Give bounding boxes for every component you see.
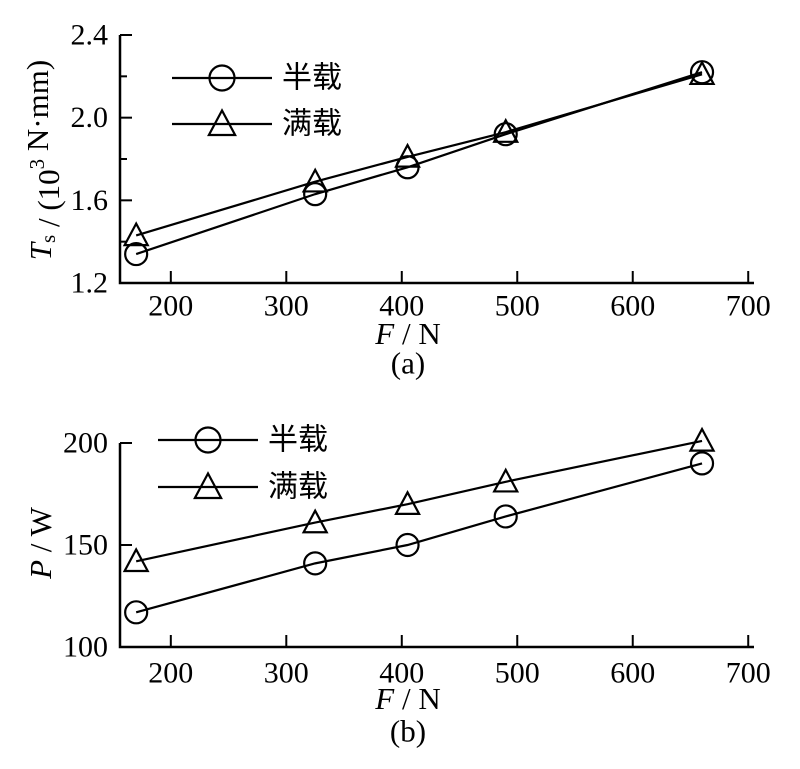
y-axis-tick-label: 100 — [63, 631, 108, 664]
y-axis-label: P / W — [23, 506, 58, 579]
panel-label: (b) — [390, 714, 426, 749]
legend-label: 满载 — [282, 108, 342, 141]
data-point-circle-marker — [493, 504, 518, 529]
data-point-triangle-marker — [301, 508, 329, 534]
legend-triangle-marker — [207, 108, 237, 137]
x-axis-tick-label: 400 — [379, 290, 424, 323]
x-axis-tick-label: 200 — [148, 657, 193, 690]
x-axis-tick-label: 400 — [379, 657, 424, 690]
legend-circle-marker — [194, 426, 222, 454]
data-point-triangle-marker — [492, 467, 520, 493]
legend-label: 半载 — [268, 424, 328, 457]
data-point-circle-marker — [124, 600, 149, 625]
y-axis-tick-label: 1.6 — [71, 184, 109, 217]
x-axis-tick-label: 300 — [264, 657, 309, 690]
x-axis-tick-label: 200 — [148, 290, 193, 323]
series-line-half-load — [135, 462, 703, 614]
x-axis-tick-label: 700 — [726, 657, 771, 690]
y-axis-tick-label: 2.4 — [71, 19, 109, 52]
series-line-full-load — [135, 73, 703, 237]
data-point-triangle-marker — [394, 489, 421, 515]
legend-circle-marker — [208, 64, 236, 92]
x-axis-label: F / N — [374, 681, 440, 716]
data-point-triangle-marker — [688, 426, 716, 452]
series-line-full-load — [135, 439, 703, 563]
x-axis-tick-label: 300 — [264, 290, 309, 323]
chart-panel-b: 200 300 400 500 600 700 100 150 200 F / N P / W (b)… — [23, 424, 771, 749]
data-point-circle-marker — [303, 551, 328, 576]
data-point-triangle-marker — [122, 221, 150, 247]
x-axis-tick-label: 500 — [495, 290, 540, 323]
y-axis-tick-label: 150 — [63, 529, 108, 562]
legend-label: 半载 — [282, 62, 342, 95]
y-axis-tick-label: 200 — [63, 427, 108, 460]
x-axis-label: F / N — [374, 316, 440, 351]
data-point-circle-marker — [303, 182, 328, 207]
y-axis-label: Ts / (103 N·mm) — [20, 60, 66, 260]
legend-label: 满载 — [268, 471, 328, 504]
legend-triangle-marker — [193, 471, 223, 500]
y-axis-tick-label: 2.0 — [71, 101, 109, 134]
data-point-circle-marker — [689, 451, 715, 476]
y-axis-tick-label: 1.2 — [71, 267, 109, 300]
data-point-circle-marker — [395, 532, 420, 558]
data-point-triangle-marker — [122, 547, 150, 573]
x-axis-tick-label: 600 — [610, 657, 655, 690]
data-point-triangle-marker — [301, 167, 329, 193]
data-point-circle-marker — [124, 241, 149, 267]
data-point-triangle-marker — [394, 142, 421, 168]
x-axis-tick-label: 700 — [726, 290, 771, 323]
x-axis-tick-label: 500 — [495, 657, 540, 690]
data-point-triangle-marker — [492, 117, 520, 143]
chart-panel-a: 200 300 400 500 600 700 1.2 1.6 2.0 2.4 F / N Ts / … — [20, 19, 771, 381]
x-axis-tick-label: 600 — [610, 290, 655, 323]
panel-label: (a) — [391, 346, 425, 381]
axis-frame — [118, 35, 754, 285]
data-point-triangle-marker — [688, 60, 716, 86]
